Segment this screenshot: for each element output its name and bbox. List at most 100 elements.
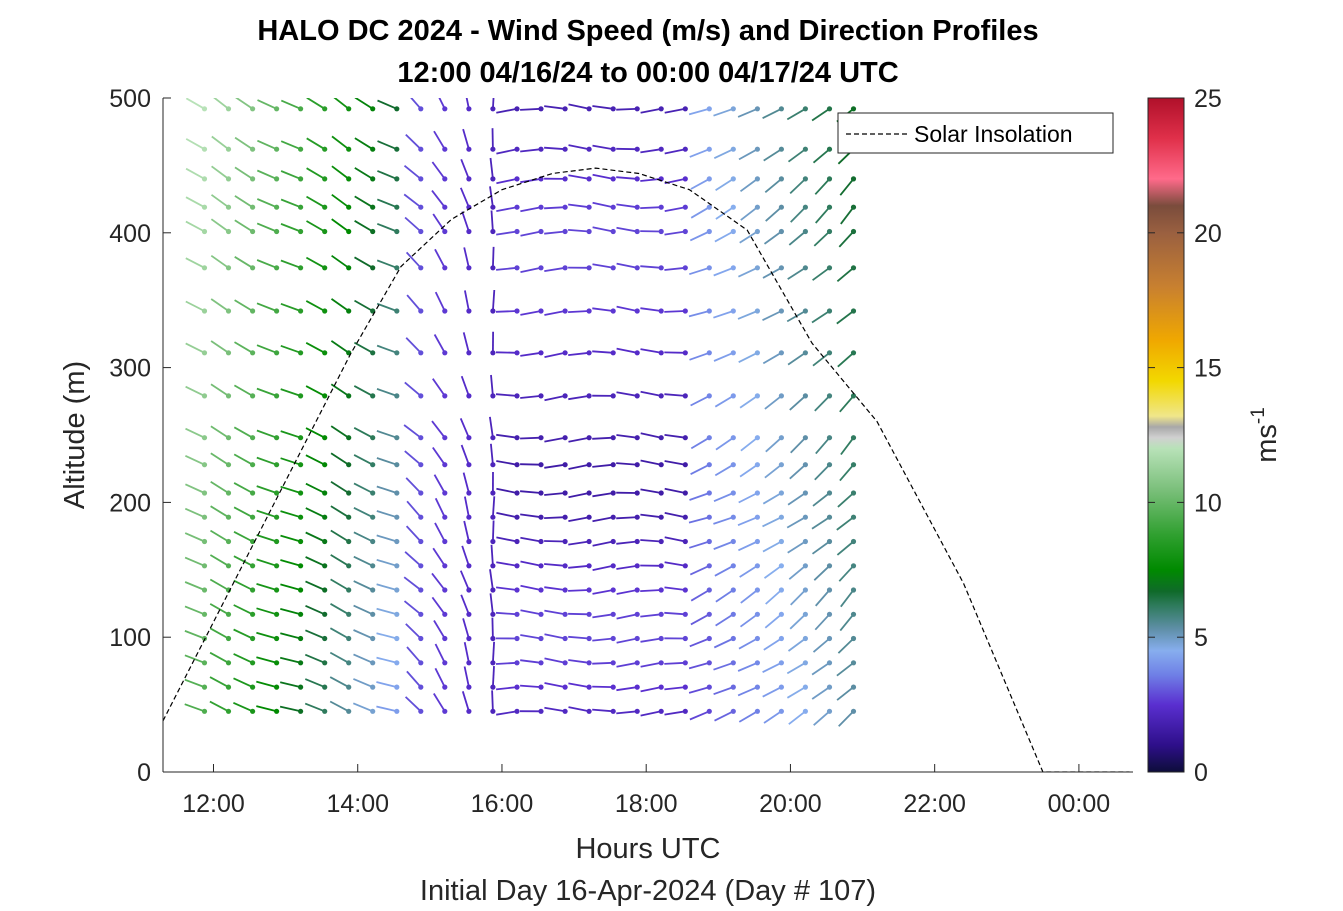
- wind-vector-dot: [802, 708, 809, 714]
- wind-vector-dot: [586, 228, 592, 235]
- wind-vector: [434, 248, 446, 269]
- wind-vector-dot: [322, 176, 328, 182]
- wind-vector: [491, 617, 494, 639]
- wind-vector: [811, 108, 831, 122]
- wind-vector: [714, 463, 734, 477]
- wind-vector: [460, 375, 470, 397]
- wind-vector: [520, 266, 542, 273]
- wind-vector: [787, 352, 806, 366]
- wind-vector: [376, 583, 398, 591]
- wind-vector-dot: [274, 204, 280, 210]
- wind-vector: [762, 686, 782, 698]
- wind-vector-dot: [442, 146, 448, 152]
- wind-vector: [688, 310, 710, 318]
- wind-vector-dot: [730, 435, 736, 441]
- wind-vector-dot: [274, 514, 280, 520]
- wind-vector: [354, 299, 374, 312]
- wind-vector: [306, 195, 326, 208]
- wind-vector: [592, 105, 614, 110]
- wind-vector-dot: [514, 106, 520, 112]
- wind-vector: [640, 710, 662, 717]
- wind-vector-dot: [658, 146, 664, 152]
- wind-vector: [233, 628, 253, 640]
- wind-vector: [814, 613, 831, 631]
- wind-vector: [376, 681, 398, 688]
- wind-vector: [431, 596, 446, 615]
- wind-vector: [764, 395, 782, 410]
- wind-vector: [715, 613, 734, 627]
- colorbar: 0 5 10 15 20 25 ms-1: [1147, 85, 1283, 787]
- wind-vector-dot: [754, 435, 761, 441]
- wind-vector-dot: [201, 514, 208, 520]
- wind-vector: [376, 302, 398, 312]
- wind-vector-dot: [634, 308, 640, 314]
- wind-vector-dot: [394, 462, 400, 468]
- wind-vector: [330, 340, 350, 354]
- wind-vector-dot: [201, 684, 208, 690]
- wind-vector-dot: [730, 635, 736, 642]
- wind-vector: [815, 206, 831, 224]
- wind-vector-dot: [802, 660, 809, 666]
- wind-vector: [463, 520, 470, 542]
- wind-vector-dot: [634, 350, 640, 356]
- wind-vector: [840, 437, 855, 456]
- wind-vector: [616, 176, 638, 180]
- wind-vector-dot: [730, 708, 736, 714]
- wind-vector-dot: [514, 176, 520, 182]
- wind-vector: [279, 705, 301, 713]
- wind-vector: [812, 492, 831, 507]
- wind-vector-dot: [658, 435, 664, 441]
- wind-vector-dot: [250, 204, 256, 210]
- wind-vector-dot: [634, 106, 640, 112]
- wind-vector-dot: [225, 228, 232, 235]
- wind-vector-dot: [490, 587, 496, 593]
- wind-vector-dot: [730, 611, 736, 617]
- wind-vector-dot: [370, 538, 376, 545]
- wind-vector: [592, 436, 614, 440]
- wind-vector: [568, 103, 590, 110]
- wind-vector-dot: [394, 635, 400, 642]
- wind-vector-dot: [298, 308, 304, 314]
- wind-vector-dot: [730, 462, 736, 468]
- wind-vector-dot: [514, 563, 520, 569]
- wind-vector-dot: [562, 204, 568, 210]
- wind-vector-dot: [394, 514, 400, 520]
- wind-vector-dot: [562, 462, 568, 468]
- wind-vector-dot: [778, 490, 785, 496]
- wind-vector-dot: [346, 204, 352, 210]
- wind-vector: [256, 534, 277, 543]
- wind-vector-dot: [225, 204, 232, 210]
- wind-vector-dot: [778, 204, 785, 210]
- wind-vector: [354, 137, 374, 150]
- wind-vector: [404, 450, 422, 466]
- wind-vector: [568, 463, 590, 470]
- wind-vector: [689, 230, 710, 242]
- wind-vector: [737, 107, 758, 118]
- wind-vector-dot: [490, 435, 496, 441]
- wind-vector: [233, 453, 254, 466]
- wind-vector: [592, 350, 614, 354]
- wind-vector-dot: [250, 708, 256, 714]
- wind-vector: [257, 139, 277, 151]
- wind-vector-dot: [322, 393, 328, 399]
- wind-vector: [592, 144, 614, 151]
- wind-vector-dot: [778, 176, 785, 182]
- wind-vector: [689, 351, 710, 361]
- wind-vector: [520, 490, 542, 494]
- wind-vector: [664, 148, 686, 155]
- wind-vector: [280, 534, 301, 543]
- wind-vector-dot: [754, 308, 761, 314]
- wind-vector-dot: [225, 146, 232, 152]
- wind-vector: [839, 395, 855, 413]
- wind-vector: [836, 516, 855, 531]
- wind-vector-dot: [370, 611, 376, 617]
- wind-vector: [256, 344, 277, 354]
- wind-vector-dot: [754, 265, 761, 271]
- wind-vector-dot: [538, 684, 544, 690]
- wind-vector-dot: [201, 106, 208, 112]
- wind-vector-dot: [850, 563, 857, 569]
- wind-vector: [490, 374, 494, 396]
- wind-vector: [713, 686, 734, 696]
- wind-vector-dot: [298, 228, 304, 235]
- wind-vector-dot: [610, 308, 616, 314]
